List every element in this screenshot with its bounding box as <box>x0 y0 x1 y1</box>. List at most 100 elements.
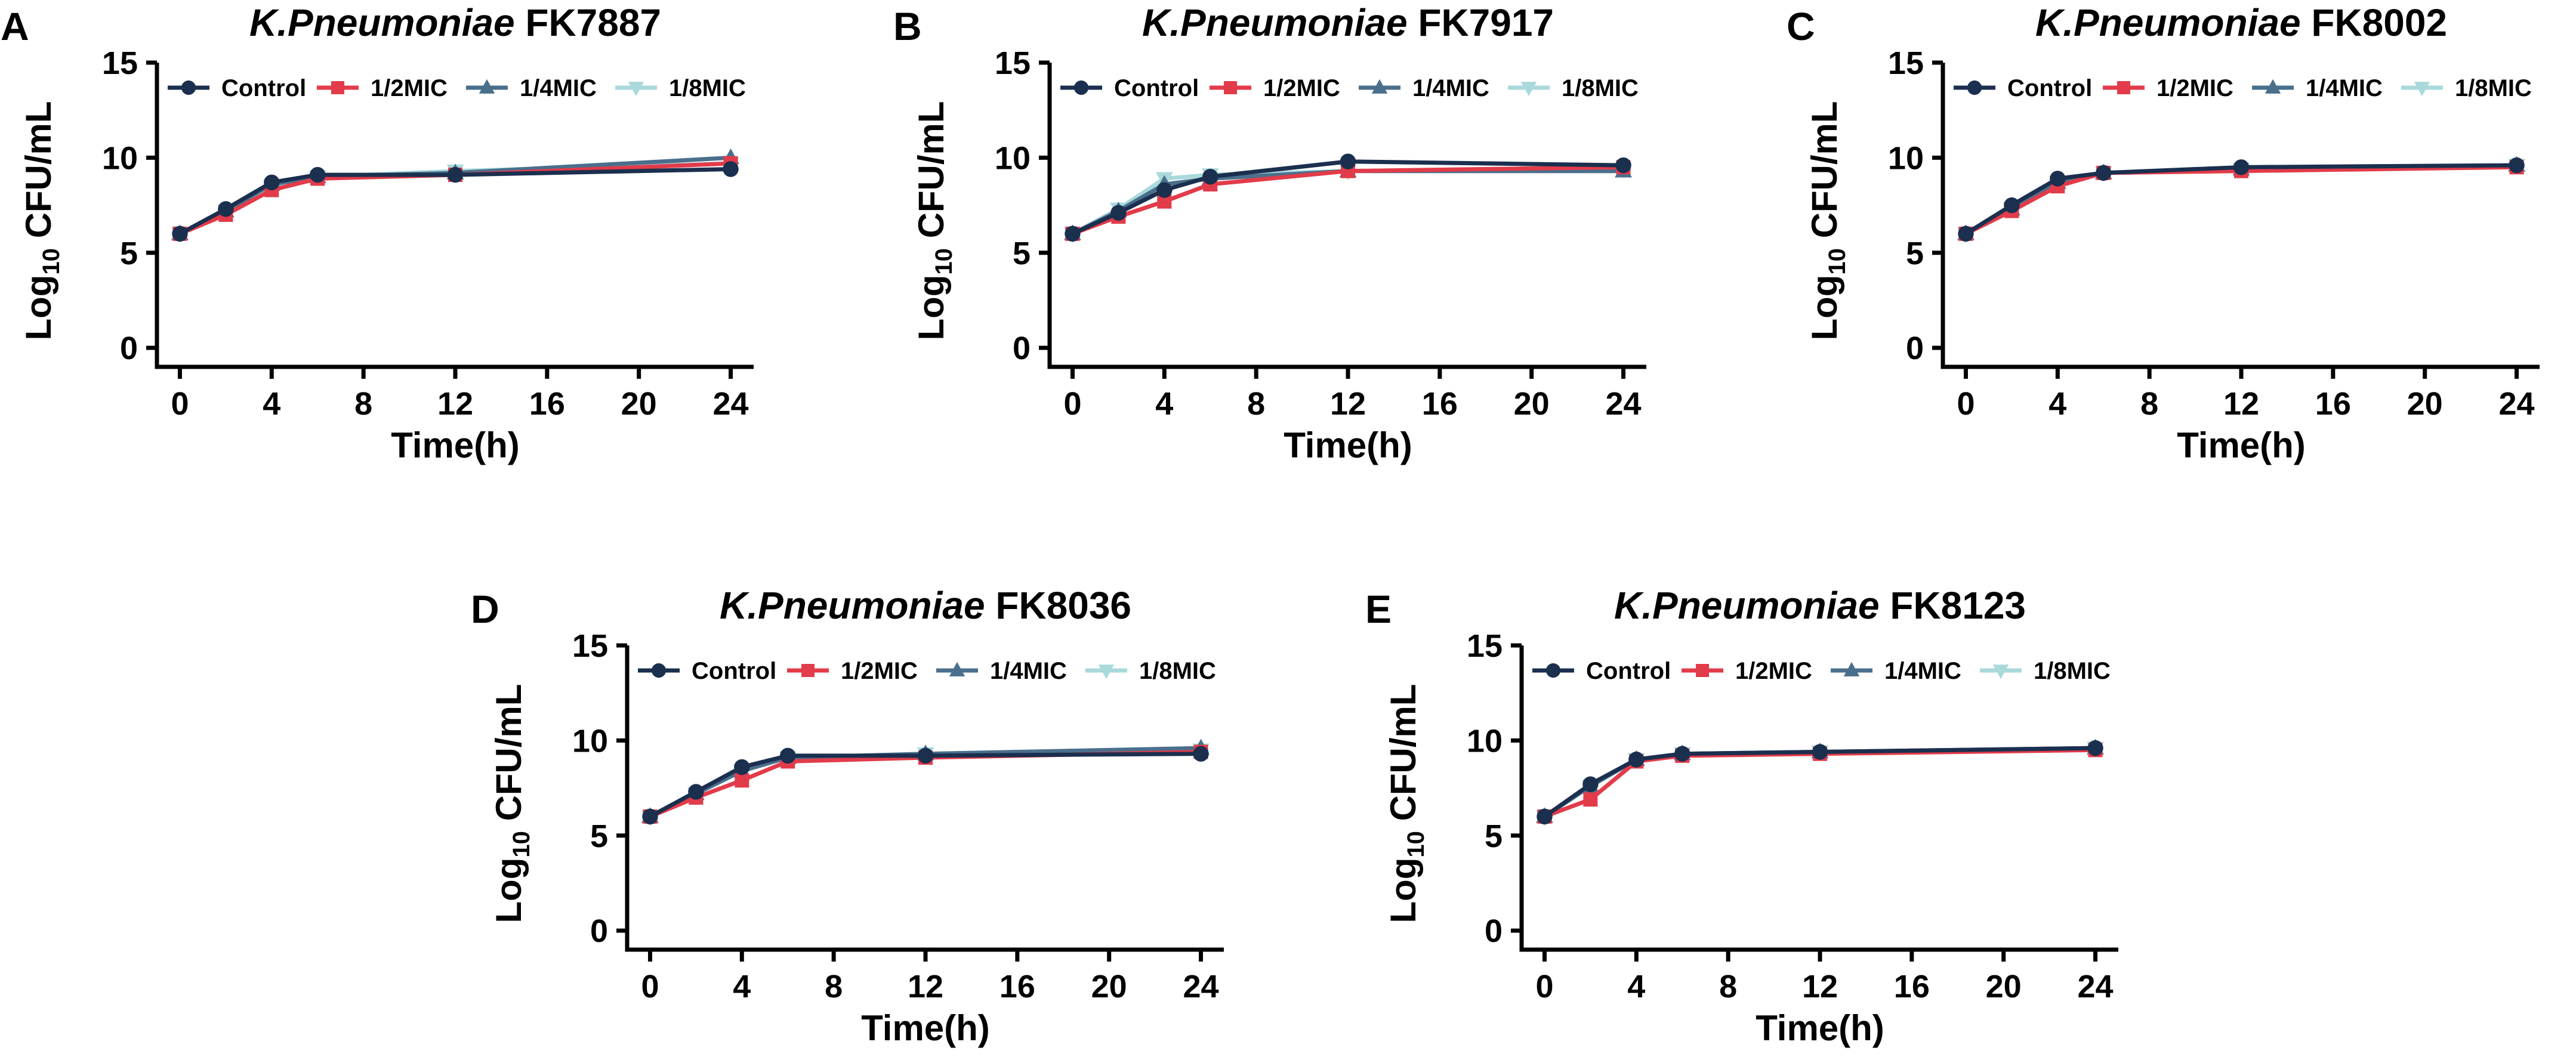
series-line-control <box>1543 746 2096 818</box>
data-point <box>2096 165 2112 181</box>
x-tick-label: 12 <box>2223 386 2259 422</box>
data-point <box>264 174 280 191</box>
legend-marker <box>1967 80 1982 95</box>
legend-marker <box>331 81 344 94</box>
x-tick-label: 4 <box>733 969 751 1005</box>
data-point <box>447 166 464 183</box>
x-tick-label: 0 <box>1535 969 1553 1005</box>
axes-frame-d <box>625 645 1224 952</box>
legend-marker <box>1520 82 1537 97</box>
x-tick-label: 16 <box>1422 386 1458 422</box>
y-tick-label: 0 <box>590 913 608 949</box>
y-axis-label-d: Log10 CFU/mL <box>489 684 535 923</box>
y-tick-label: 15 <box>102 45 138 81</box>
y-label-unit: CFU/mL <box>18 101 58 248</box>
legend-label: Control <box>2007 75 2092 101</box>
title-strain: FK8002 <box>2301 1 2447 44</box>
legend-label: Control <box>692 658 776 684</box>
y-label-unit: CFU/mL <box>489 684 529 831</box>
legend-marker <box>1545 663 1561 678</box>
data-point <box>310 166 326 183</box>
y-axis-label-e: Log10 CFU/mL <box>1383 684 1429 923</box>
legend-label: Control <box>1114 75 1199 101</box>
chart-title-a: K.Pneumoniae FK7887 <box>249 1 661 44</box>
y-label-log: Log <box>911 275 951 341</box>
legend-marker <box>1073 80 1089 95</box>
data-point <box>2050 171 2066 187</box>
y-tick-label: 15 <box>995 45 1031 81</box>
series-line-1-2mic <box>1072 165 1624 236</box>
data-point <box>1065 225 1081 242</box>
x-tick-label: 4 <box>2049 386 2066 422</box>
chart-panel-a: A K.Pneumoniae FK7887 0 5 10 15 0 4 8 12 16 20 24 Tim… <box>1 1 754 465</box>
y-label-unit: CFU/mL <box>1804 101 1844 248</box>
chart-panel-e: E K.Pneumoniae FK8123 0 5 10 15 0 4 8 12 16 20 24 Tim… <box>1365 584 2118 1048</box>
series-line-control <box>178 167 731 236</box>
y-label-sub: 10 <box>1403 831 1429 858</box>
x-tick-label: 12 <box>908 969 943 1005</box>
panel-letter-b: B <box>893 4 922 48</box>
y-tick-label: 10 <box>1467 723 1503 759</box>
y-label-sub: 10 <box>38 248 64 275</box>
title-species: K.Pneumoniae <box>2035 1 2301 44</box>
y-axis-label-c: Log10 CFU/mL <box>1804 101 1850 340</box>
x-tick-label: 20 <box>1091 969 1127 1005</box>
x-tick-label: 20 <box>1514 386 1550 422</box>
legend-marker <box>2414 82 2430 97</box>
legend-a: Control 1/2MIC 1/4MIC 1/8MIC <box>168 75 746 101</box>
y-tick-label: 5 <box>1485 818 1503 854</box>
x-tick-label: 24 <box>1183 969 1218 1005</box>
axes-frame-a <box>155 63 754 369</box>
panel-letter-c: C <box>1787 4 1815 48</box>
x-tick-label: 4 <box>1155 386 1173 422</box>
x-tick-label: 0 <box>641 969 659 1005</box>
y-tick-label: 0 <box>1906 330 1924 366</box>
legend-marker <box>949 662 965 676</box>
legend-marker <box>801 664 815 677</box>
x-axis-label-c: Time(h) <box>2177 425 2306 465</box>
x-tick-label: 20 <box>1986 969 2022 1005</box>
data-point <box>2087 740 2103 756</box>
y-tick-label: 15 <box>1467 628 1503 664</box>
data-point <box>2233 159 2250 175</box>
y-tick-label: 5 <box>590 818 608 854</box>
legend-b: Control 1/2MIC 1/4MIC 1/8MIC <box>1060 75 1639 101</box>
y-axis-label-a: Log10 CFU/mL <box>18 101 64 340</box>
y-label-log: Log <box>489 858 529 923</box>
x-tick-label: 12 <box>1330 386 1366 422</box>
data-point <box>1202 169 1218 185</box>
data-point <box>2004 197 2020 214</box>
legend-marker <box>181 80 196 95</box>
legend-c: Control 1/2MIC 1/4MIC 1/8MIC <box>1954 75 2532 101</box>
legend-label: 1/8MIC <box>1562 75 1639 101</box>
legend-marker <box>479 79 495 94</box>
data-point <box>1615 157 1631 174</box>
legend-marker <box>1992 665 2009 679</box>
data-point <box>1156 182 1173 198</box>
x-tick-label: 12 <box>437 386 473 422</box>
legend-label: 1/4MIC <box>2306 75 2383 101</box>
chart-title-c: K.Pneumoniae FK8002 <box>2035 1 2447 44</box>
y-tick-label: 10 <box>572 723 608 759</box>
legend-label: 1/8MIC <box>669 75 746 101</box>
x-tick-label: 0 <box>171 386 189 422</box>
legend-marker <box>2117 81 2130 94</box>
data-point <box>1193 746 1209 762</box>
x-axis-label-a: Time(h) <box>391 425 520 465</box>
y-tick-label: 0 <box>120 330 138 366</box>
x-axis-label-b: Time(h) <box>1284 425 1412 465</box>
x-tick-label: 8 <box>354 386 372 422</box>
legend-label: 1/4MIC <box>520 75 597 101</box>
x-axis-label-e: Time(h) <box>1756 1008 1884 1048</box>
panel-letter-e: E <box>1365 587 1392 631</box>
legend-label: 1/2MIC <box>841 658 918 684</box>
data-point <box>1812 744 1828 760</box>
x-tick-label: 8 <box>825 969 843 1005</box>
legend-label: 1/4MIC <box>1884 658 1961 684</box>
legend-label: 1/2MIC <box>371 75 448 101</box>
y-tick-label: 10 <box>1888 140 1924 176</box>
legend-label: 1/8MIC <box>1139 658 1216 684</box>
y-tick-label: 5 <box>1906 236 1924 271</box>
series-line-1-2mic <box>1964 165 2517 236</box>
